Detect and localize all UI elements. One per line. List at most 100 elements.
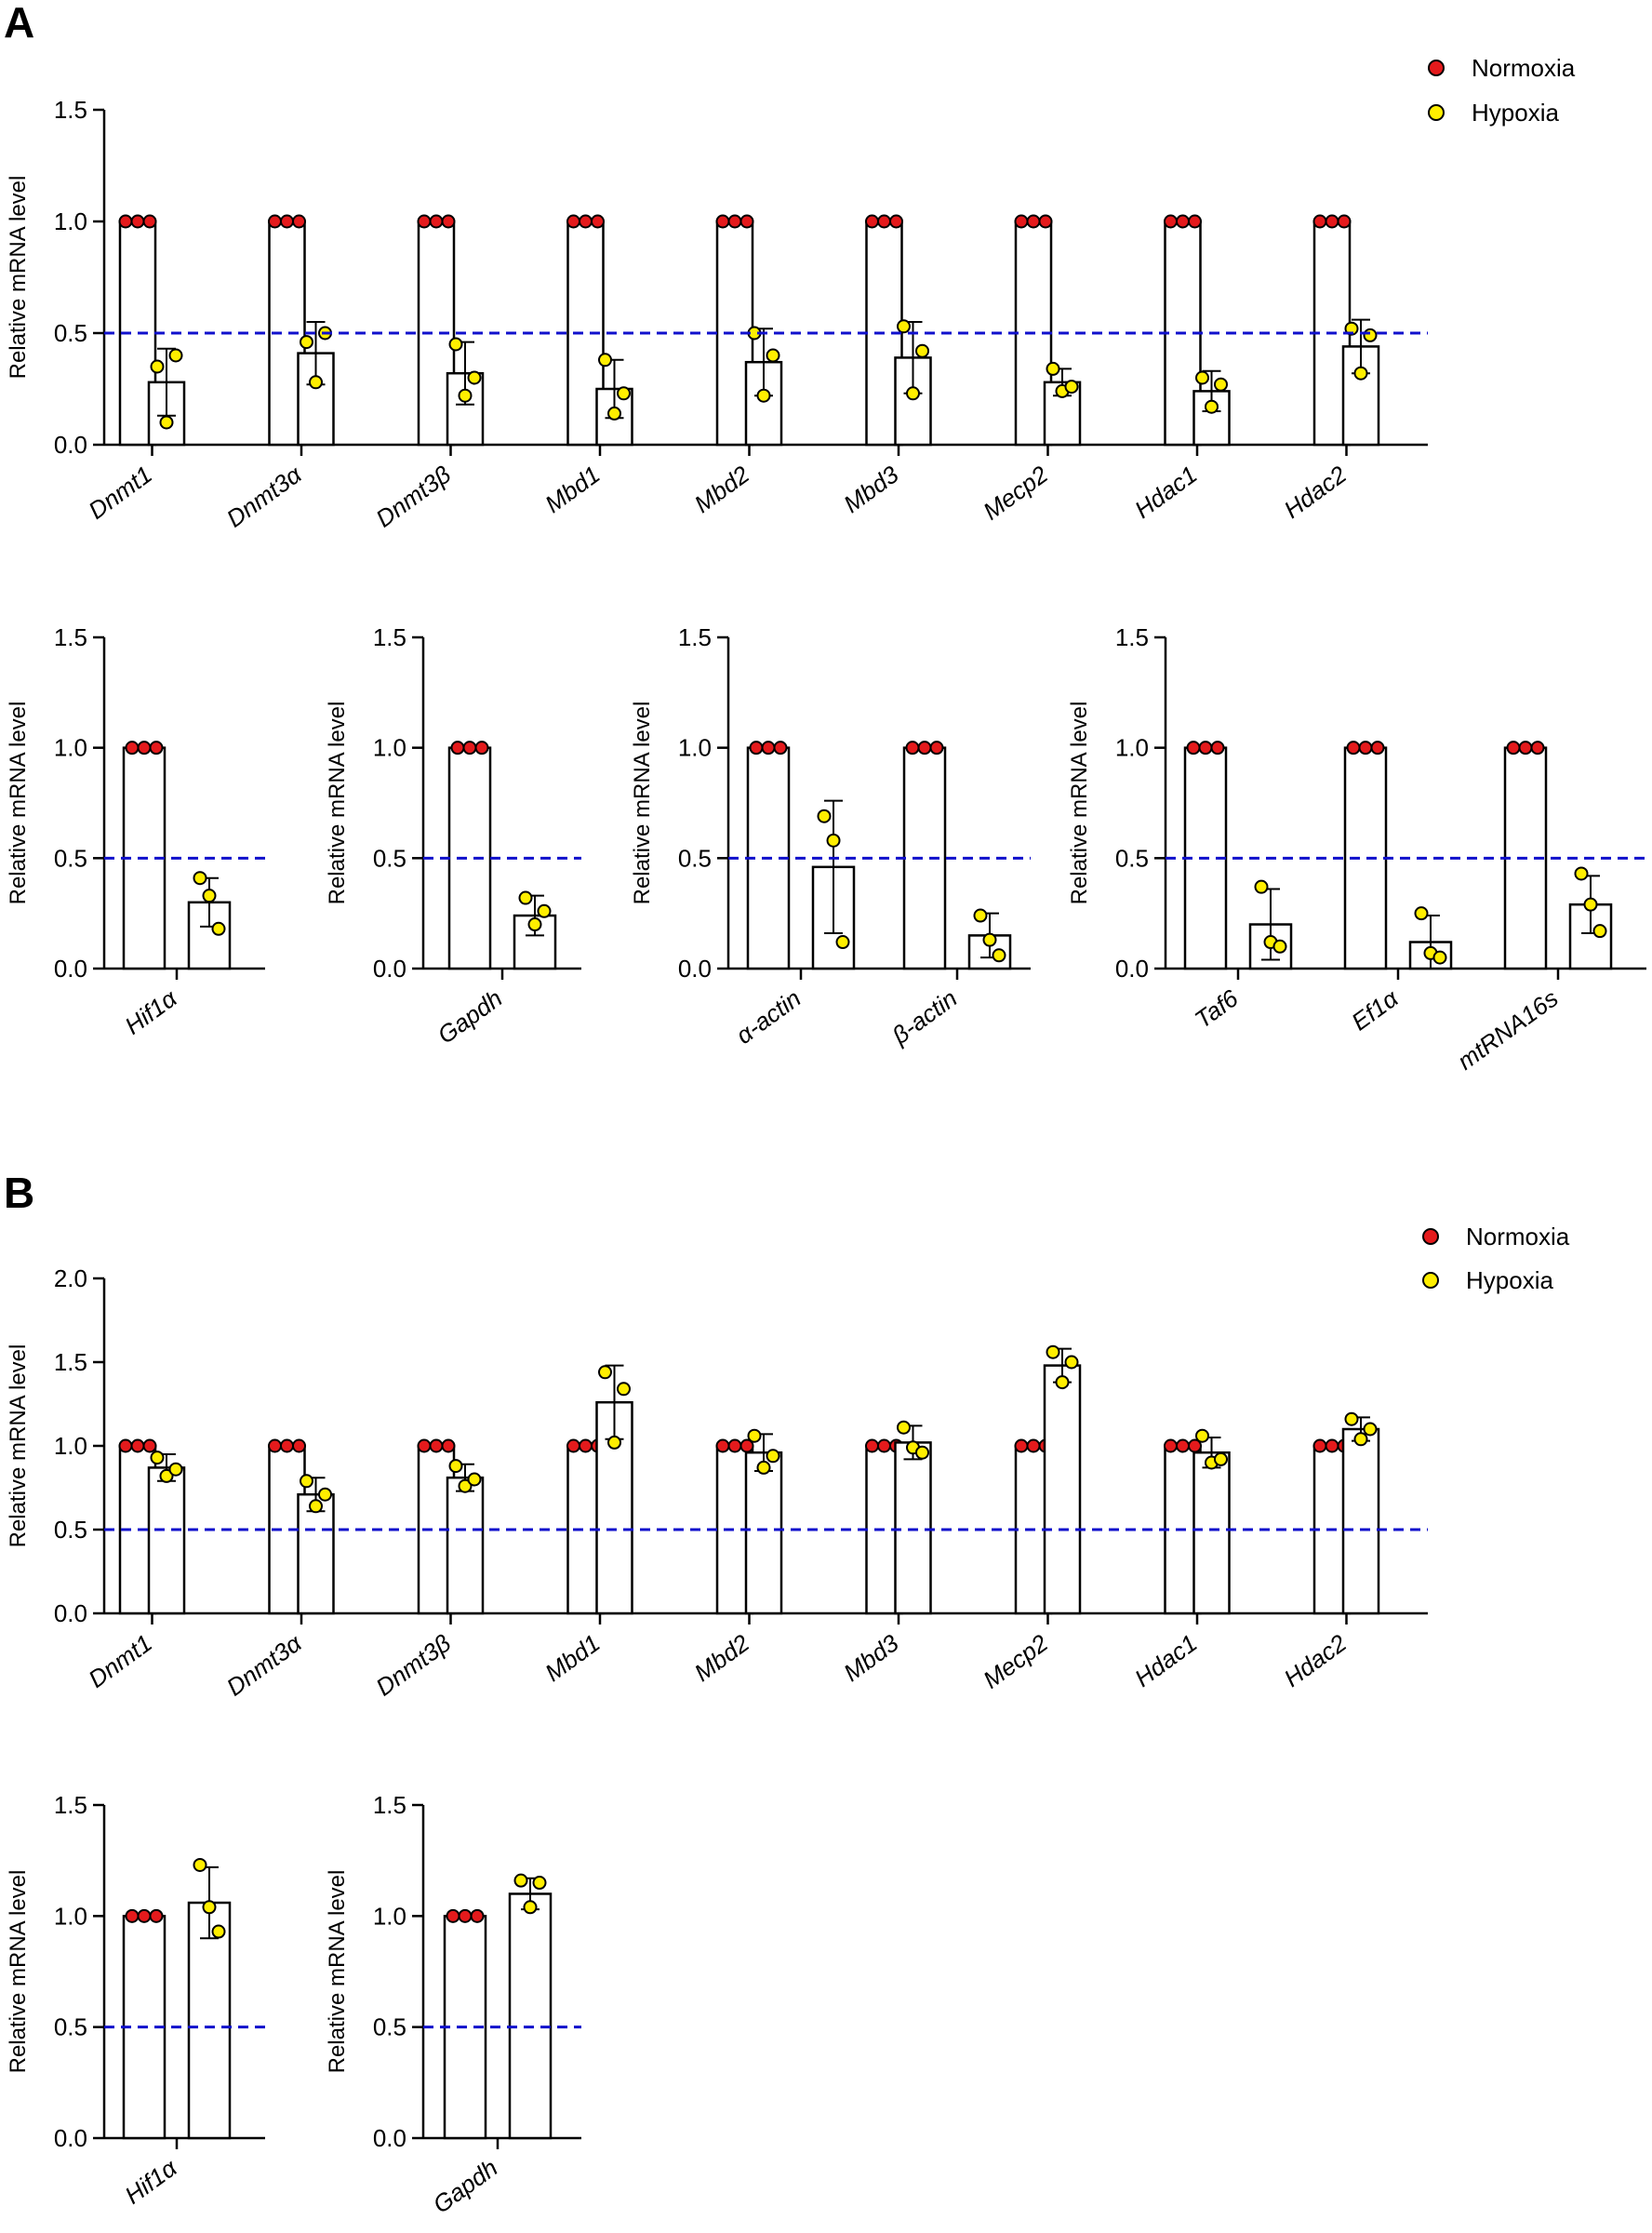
data-point-normoxia bbox=[773, 741, 788, 755]
x-tick-label: Mecp2 bbox=[978, 460, 1053, 525]
legend-b: Normoxia Hypoxia bbox=[1422, 1223, 1570, 1294]
y-tick-label: 0.5 bbox=[678, 844, 712, 872]
y-tick-label: 1.5 bbox=[54, 623, 87, 651]
data-point-normoxia bbox=[865, 1438, 879, 1453]
data-point-hypoxia bbox=[1214, 377, 1228, 392]
data-point-hypoxia bbox=[915, 1445, 929, 1460]
data-point-normoxia bbox=[268, 214, 282, 229]
y-tick-label: 0.0 bbox=[373, 955, 406, 983]
data-point-normoxia bbox=[450, 741, 465, 755]
data-point-hypoxia bbox=[897, 1420, 911, 1435]
bar-hypoxia bbox=[297, 1492, 335, 1615]
y-tick-label: 1.0 bbox=[373, 1902, 406, 1930]
y-tick-label: 0.5 bbox=[54, 319, 87, 347]
y-tick-label: 0.5 bbox=[54, 844, 87, 872]
data-point-hypoxia bbox=[211, 1924, 226, 1939]
data-point-hypoxia bbox=[150, 1451, 165, 1465]
panel-b-letter: B bbox=[4, 1169, 34, 1217]
data-point-normoxia bbox=[727, 1438, 742, 1453]
data-point-normoxia bbox=[1325, 214, 1339, 229]
data-point-normoxia bbox=[1506, 741, 1521, 755]
chart-a-gapdh: 0.0 0.5 1.0 1.5 Relative mRNA level Gapdh bbox=[325, 623, 581, 1050]
data-point-normoxia bbox=[865, 214, 879, 229]
data-point-normoxia bbox=[1186, 741, 1201, 755]
data-point-normoxia bbox=[470, 1908, 485, 1923]
data-point-hypoxia bbox=[150, 359, 165, 374]
data-point-hypoxia bbox=[982, 932, 997, 947]
data-point-hypoxia bbox=[1344, 321, 1359, 336]
data-point-hypoxia bbox=[300, 1474, 313, 1489]
chart-a-top: 0.0 0.5 1.0 1.5 Relative mRNA level Dnmt1 Dnmt… bbox=[6, 96, 1428, 533]
data-point-normoxia bbox=[446, 1908, 460, 1923]
data-point-hypoxia bbox=[1363, 328, 1378, 342]
data-point-normoxia bbox=[1164, 214, 1178, 229]
y-tick-label: 0.5 bbox=[1115, 844, 1149, 872]
data-point-normoxia bbox=[591, 214, 605, 229]
y-tick-label: 1.5 bbox=[54, 96, 87, 124]
x-tick-label: Ef1α bbox=[1346, 983, 1404, 1036]
data-point-normoxia bbox=[280, 1438, 294, 1453]
data-point-normoxia bbox=[1014, 1438, 1029, 1453]
data-point-hypoxia bbox=[1414, 906, 1429, 921]
data-point-normoxia bbox=[877, 214, 891, 229]
y-axis-label: Relative mRNA level bbox=[1067, 702, 1092, 905]
x-tick-label: Gapdh bbox=[428, 2154, 503, 2219]
data-point-hypoxia bbox=[598, 353, 612, 368]
data-point-normoxia bbox=[462, 741, 477, 755]
x-tick-label: α-actin bbox=[730, 984, 806, 1050]
data-point-hypoxia bbox=[309, 375, 323, 390]
data-point-normoxia bbox=[917, 741, 932, 755]
data-point-hypoxia bbox=[1214, 1451, 1228, 1466]
data-point-normoxia bbox=[905, 741, 920, 755]
data-point-normoxia bbox=[292, 1438, 306, 1453]
y-tick-label: 1.0 bbox=[54, 1432, 87, 1460]
x-tick-label: β-actin bbox=[886, 984, 963, 1050]
data-point-hypoxia bbox=[906, 386, 920, 401]
data-point-normoxia bbox=[1176, 1438, 1190, 1453]
data-point-normoxia bbox=[579, 1438, 593, 1453]
y-tick-label: 0.0 bbox=[54, 955, 87, 983]
data-point-hypoxia bbox=[826, 833, 841, 848]
x-tick-label: Mecp2 bbox=[978, 1628, 1053, 1693]
data-point-hypoxia bbox=[1046, 361, 1060, 376]
data-point-normoxia bbox=[1337, 214, 1352, 229]
x-tick-label: mtRNA16s bbox=[1452, 984, 1563, 1076]
y-tick-label: 0.5 bbox=[54, 1516, 87, 1544]
x-tick-label: Mbd1 bbox=[540, 1629, 605, 1688]
data-point-normoxia bbox=[889, 214, 903, 229]
data-point-normoxia bbox=[137, 1908, 152, 1923]
x-tick-label: Dnmt3β bbox=[370, 461, 456, 533]
data-point-normoxia bbox=[417, 1438, 432, 1453]
x-tick-label: Mbd3 bbox=[838, 460, 904, 518]
chart-a-actin: 0.0 0.5 1.0 1.5 Relative mRNA level α-actin β-… bbox=[630, 623, 1031, 1050]
data-point-hypoxia bbox=[617, 386, 631, 401]
x-tick-label: Dnmt1 bbox=[83, 1629, 157, 1693]
y-tick-label: 2.0 bbox=[54, 1264, 87, 1292]
data-point-normoxia bbox=[1026, 214, 1041, 229]
data-point-normoxia bbox=[761, 741, 776, 755]
data-point-hypoxia bbox=[527, 917, 542, 932]
data-point-hypoxia bbox=[1254, 879, 1269, 894]
x-tick-label: Hif1α bbox=[119, 983, 182, 1040]
data-point-hypoxia bbox=[1574, 866, 1589, 881]
data-point-hypoxia bbox=[523, 1900, 538, 1915]
legend-a-hypoxia-label: Hypoxia bbox=[1472, 99, 1559, 127]
bar-hypoxia bbox=[1043, 1364, 1082, 1615]
y-tick-label: 1.5 bbox=[373, 623, 406, 651]
data-point-hypoxia bbox=[193, 1857, 207, 1872]
y-tick-label: 0.5 bbox=[54, 2013, 87, 2041]
data-point-normoxia bbox=[566, 1438, 580, 1453]
chart-b-top: 0.0 0.5 1.0 1.5 2.0 Relative mRNA level Dnmt1 D… bbox=[6, 1264, 1428, 1702]
data-point-normoxia bbox=[417, 214, 432, 229]
data-point-normoxia bbox=[130, 1438, 145, 1453]
data-point-normoxia bbox=[142, 214, 157, 229]
y-tick-label: 0.0 bbox=[54, 2124, 87, 2152]
bar-hypoxia bbox=[147, 1466, 186, 1615]
data-point-normoxia bbox=[739, 214, 754, 229]
data-point-hypoxia bbox=[1432, 950, 1447, 965]
y-tick-label: 1.0 bbox=[54, 734, 87, 762]
y-axis-label: Relative mRNA level bbox=[6, 1870, 31, 2074]
data-point-normoxia bbox=[130, 214, 145, 229]
data-point-hypoxia bbox=[168, 1462, 183, 1477]
